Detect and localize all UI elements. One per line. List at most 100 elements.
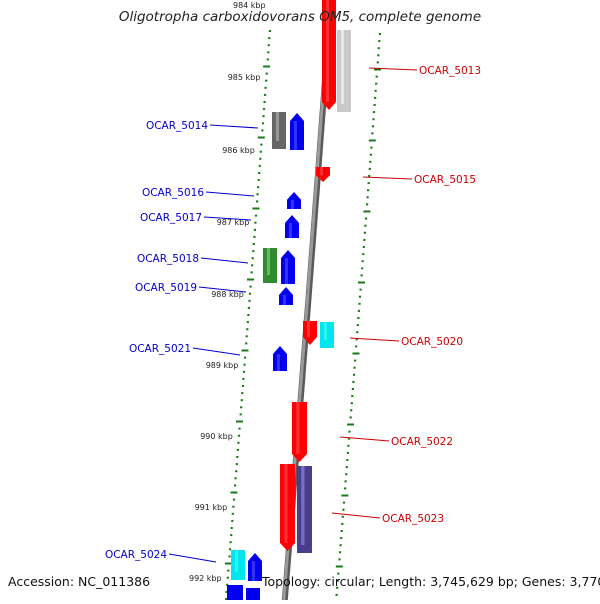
gene-ocar-5018[interactable] <box>263 248 277 283</box>
tick-mark-right <box>346 451 349 454</box>
kbp-label: 988 kbp <box>211 290 244 299</box>
gene-ocar-5020[interactable] <box>320 322 334 348</box>
gene-label-ocar-5017[interactable]: OCAR_5017 <box>140 212 252 224</box>
tick-mark-left <box>262 115 265 118</box>
tick-mark-right <box>350 402 353 405</box>
gene-ocar-5013[interactable] <box>322 0 336 110</box>
tick-mark-right <box>339 544 342 547</box>
gene-label-ocar-5024[interactable]: OCAR_5024 <box>105 549 217 563</box>
tick-mark-right <box>358 302 361 305</box>
tick-mark-right <box>346 459 349 461</box>
gene-ocar-5024[interactable] <box>231 550 245 580</box>
tick-mark-right <box>376 61 379 64</box>
gene-label-ocar-5021[interactable]: OCAR_5021 <box>129 343 241 356</box>
tick-mark-left <box>259 157 262 160</box>
gene-label-ocar-5022[interactable]: OCAR_5022 <box>339 436 453 448</box>
gene-ocar-5020[interactable] <box>303 321 317 345</box>
tick-mark-left <box>225 590 228 593</box>
tick-mark-right <box>345 473 348 476</box>
tick-mark-right <box>359 288 362 291</box>
tick-mark-right <box>361 260 364 263</box>
tick-mark-left <box>263 65 271 68</box>
tick-mark-left <box>257 136 265 139</box>
gene-label-ocar-5019[interactable]: OCAR_5019 <box>135 282 247 294</box>
tick-mark-right <box>374 89 377 92</box>
tick-mark-left <box>253 235 256 238</box>
tick-mark-right <box>378 33 381 35</box>
gene-label-ocar-5014[interactable]: OCAR_5014 <box>146 120 259 132</box>
tick-mark-right <box>355 345 358 348</box>
tick-mark-right <box>340 530 343 532</box>
tick-mark-right <box>351 388 354 390</box>
svg-text:OCAR_5014: OCAR_5014 <box>146 120 208 132</box>
gene-label-ocar-5016[interactable]: OCAR_5016 <box>142 187 255 199</box>
tick-mark-left <box>257 186 260 189</box>
tick-mark-left <box>240 399 243 402</box>
tick-mark-left <box>235 463 238 466</box>
tick-mark-right <box>373 104 376 106</box>
kbp-label: 991 kbp <box>195 503 228 512</box>
svg-text:OCAR_5024: OCAR_5024 <box>105 549 167 561</box>
tick-mark-right <box>356 324 359 327</box>
gene-ocar-5025-partial[interactable] <box>227 585 243 600</box>
tick-mark-right <box>350 409 353 412</box>
tick-mark-left <box>252 207 260 210</box>
tick-mark-right <box>358 281 365 284</box>
tick-mark-left <box>232 505 235 508</box>
gene-ocar-5013[interactable] <box>337 30 351 112</box>
svg-text:OCAR_5023: OCAR_5023 <box>382 513 444 525</box>
gene-label-ocar-5018[interactable]: OCAR_5018 <box>137 253 249 265</box>
gene-ocar-5018[interactable] <box>281 250 295 284</box>
gene-label-ocar-5015[interactable]: OCAR_5015 <box>362 174 476 186</box>
tick-mark-left <box>266 58 269 61</box>
tick-mark-right <box>362 246 365 248</box>
svg-text:OCAR_5017: OCAR_5017 <box>140 212 202 224</box>
gene-ocar-5023[interactable] <box>280 464 295 551</box>
tick-mark-right <box>363 210 371 213</box>
tick-mark-left <box>254 221 257 224</box>
tick-mark-left <box>230 527 233 529</box>
tick-mark-left <box>240 406 243 409</box>
gene-label-ocar-5013[interactable]: OCAR_5013 <box>368 65 481 77</box>
svg-text:OCAR_5022: OCAR_5022 <box>391 436 453 448</box>
tick-mark-right <box>356 331 359 334</box>
gene-ocar-5016[interactable] <box>287 192 301 209</box>
gene-ocar-5014[interactable] <box>272 112 286 149</box>
gene-ocar-5014[interactable] <box>290 113 304 150</box>
gene-label-ocar-5023[interactable]: OCAR_5023 <box>331 512 444 525</box>
tick-mark-right <box>364 217 368 220</box>
gene-ocar-5021[interactable] <box>273 346 287 371</box>
tick-mark-right <box>367 182 370 185</box>
tick-mark-right <box>367 189 370 192</box>
tick-mark-left <box>253 228 256 231</box>
gene-ocar-5023[interactable] <box>297 466 312 553</box>
tick-mark-left <box>258 172 261 174</box>
tick-mark-right <box>377 47 380 50</box>
tick-mark-left <box>244 356 247 359</box>
gene-ocar-5022[interactable] <box>292 402 307 462</box>
gene-ocar-5024[interactable] <box>248 553 262 581</box>
gene-label-ocar-5020[interactable]: OCAR_5020 <box>349 336 463 348</box>
tick-mark-right <box>338 558 341 561</box>
tick-mark-right <box>369 160 372 163</box>
gene-ocar-5019[interactable] <box>279 287 293 305</box>
tick-mark-left <box>226 576 229 579</box>
tick-mark-right <box>340 537 343 540</box>
tick-mark-left <box>237 434 241 437</box>
tick-mark-right <box>352 352 360 355</box>
gene-ocar-5017[interactable] <box>285 215 299 238</box>
tick-mark-right <box>342 508 345 511</box>
svg-text:OCAR_5015: OCAR_5015 <box>414 174 476 186</box>
tick-mark-left <box>236 456 239 458</box>
tick-mark-left <box>234 484 237 487</box>
tick-mark-left <box>247 306 250 309</box>
gene-ocar-5025b-partial[interactable] <box>246 588 260 600</box>
gene-ocar-5015[interactable] <box>316 167 330 182</box>
tick-mark-right <box>368 167 371 170</box>
tick-mark-right <box>335 565 343 568</box>
tick-mark-left <box>246 321 249 324</box>
tick-mark-left <box>252 250 255 253</box>
genome-title: Oligotropha carboxidovorans OM5, complet… <box>118 9 482 25</box>
